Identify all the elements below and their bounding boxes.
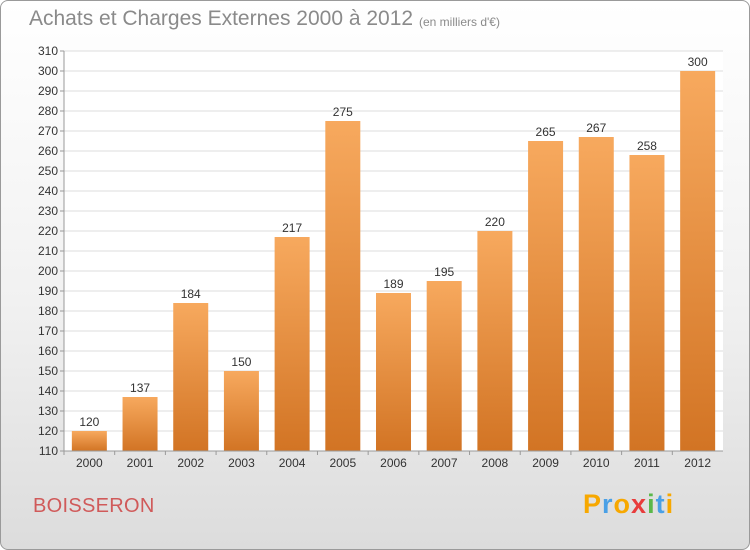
- logo-letter: i: [665, 489, 675, 519]
- bar-2007: [426, 281, 462, 451]
- y-tick-label: 250: [38, 164, 58, 178]
- logo-letter: r: [602, 489, 614, 519]
- x-tick-label: 2000: [76, 456, 103, 470]
- bar-2004: [274, 237, 310, 451]
- bar-value-label: 275: [333, 105, 353, 119]
- bar-value-label: 189: [383, 277, 403, 291]
- x-tick-label: 2001: [127, 456, 154, 470]
- x-tick-label: 2010: [583, 456, 610, 470]
- logo-letter: t: [655, 489, 666, 519]
- y-tick-label: 140: [38, 384, 58, 398]
- x-tick-label: 2011: [634, 456, 660, 470]
- x-tick-label: 2009: [532, 456, 559, 470]
- chart-title: Achats et Charges Externes 2000 à 2012: [29, 7, 414, 30]
- bar-value-label: 220: [485, 215, 505, 229]
- bar-2010: [578, 137, 614, 451]
- x-tick-label: 2007: [431, 456, 458, 470]
- logo-letter: o: [613, 489, 632, 519]
- y-tick-label: 310: [38, 44, 58, 58]
- x-tick-label: 2003: [228, 456, 255, 470]
- bar-value-label: 150: [231, 355, 251, 369]
- logo-letter: i: [647, 489, 656, 519]
- y-tick-label: 220: [38, 224, 58, 238]
- logo-letter: P: [583, 489, 603, 519]
- proxiti-logo: Proxiti: [583, 489, 674, 520]
- y-tick-label: 290: [38, 84, 58, 98]
- y-tick-label: 190: [38, 284, 58, 298]
- bar-2001: [122, 397, 158, 451]
- bar-value-label: 258: [637, 139, 657, 153]
- y-tick-label: 260: [38, 144, 58, 158]
- y-tick-label: 130: [38, 404, 58, 418]
- x-tick-label: 2004: [279, 456, 306, 470]
- x-tick-label: 2008: [482, 456, 509, 470]
- bar-2009: [528, 141, 564, 451]
- bar-value-label: 265: [536, 125, 556, 139]
- y-tick-label: 240: [38, 184, 58, 198]
- x-tick-label: 2005: [329, 456, 356, 470]
- y-tick-label: 170: [38, 324, 58, 338]
- bar-2008: [477, 231, 513, 451]
- bar-value-label: 137: [130, 381, 150, 395]
- bar-2011: [629, 155, 665, 451]
- bar-2000: [71, 431, 107, 451]
- y-tick-label: 160: [38, 344, 58, 358]
- y-tick-label: 150: [38, 364, 58, 378]
- y-tick-label: 180: [38, 304, 58, 318]
- bar-value-label: 217: [282, 221, 302, 235]
- y-tick-label: 280: [38, 104, 58, 118]
- bar-value-label: 184: [181, 287, 201, 301]
- bar-value-label: 120: [79, 415, 99, 429]
- bar-2003: [223, 371, 259, 451]
- x-tick-label: 2002: [177, 456, 204, 470]
- bar-2012: [680, 71, 716, 451]
- y-tick-label: 270: [38, 124, 58, 138]
- y-tick-label: 110: [39, 444, 58, 458]
- x-tick-label: 2006: [380, 456, 407, 470]
- bar-2005: [325, 121, 361, 451]
- y-tick-label: 120: [38, 424, 58, 438]
- bar-2002: [173, 303, 209, 451]
- y-tick-label: 230: [38, 204, 58, 218]
- bar-value-label: 300: [688, 55, 708, 69]
- place-name: BOISSERON: [33, 495, 155, 517]
- bar-value-label: 267: [586, 121, 606, 135]
- bar-2006: [376, 293, 411, 451]
- logo-letter: x: [631, 489, 648, 519]
- y-tick-label: 210: [38, 244, 58, 258]
- y-tick-label: 200: [38, 264, 58, 278]
- chart-subtitle: (en milliers d'€): [419, 15, 500, 29]
- x-tick-label: 2012: [684, 456, 711, 470]
- bar-value-label: 195: [434, 265, 454, 279]
- y-tick-label: 300: [38, 64, 58, 78]
